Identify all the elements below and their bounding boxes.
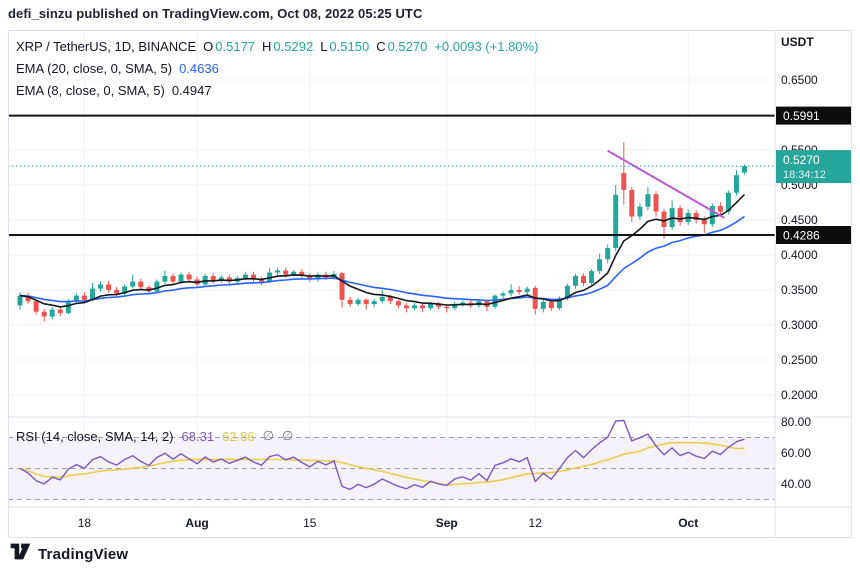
rsi-axis-label: 40.00 (781, 477, 811, 491)
time-axis-label: 12 (529, 516, 543, 530)
ema20-line (19, 215, 745, 303)
price-axis-label: 0.4000 (781, 248, 818, 262)
low-label: L (320, 38, 328, 54)
close-value: 0.5270 (387, 38, 428, 54)
symbol-legend: XRP / TetherUS, 1D, BINANCE O 0.5177 H 0.5… (16, 35, 538, 101)
open-value: 0.5177 (215, 38, 256, 54)
svg-text:18:34:12: 18:34:12 (783, 169, 826, 181)
svg-text:0.5991: 0.5991 (783, 109, 820, 123)
ema20-row[interactable]: EMA (20, close, 0, SMA, 5) 0.4636 (16, 57, 538, 79)
ema20-value: 0.4636 (179, 60, 219, 76)
descending-trendline (607, 149, 725, 219)
price-axis-label: 0.2000 (781, 388, 818, 402)
rsi-ma-line (19, 441, 745, 486)
tradingview-brand-text: TradingView (38, 545, 129, 563)
rsi-axis-label: 60.00 (781, 446, 811, 460)
rsi-lower-band-na: ∅ (281, 428, 294, 443)
time-axis-label: 18 (78, 516, 92, 530)
price-axis-label: 0.3000 (781, 318, 818, 332)
close-label: C (376, 38, 386, 54)
time-axis-label: 15 (303, 516, 317, 530)
footer-brand[interactable]: TradingView (10, 543, 128, 565)
price-axis-label: 0.3500 (781, 283, 818, 297)
time-axis-label: Oct (678, 516, 698, 530)
high-label: H (262, 38, 272, 54)
time-axis-label: Sep (436, 516, 458, 530)
attribution-text: defi_sinzu published on TradingView.com,… (8, 6, 423, 21)
price-axis-label: 0.2500 (781, 353, 818, 367)
axis-currency-label: USDT (781, 35, 814, 49)
rsi-value: 68.31 (181, 428, 215, 444)
rsi-axis-label: 80.00 (781, 415, 811, 429)
svg-text:0.4286: 0.4286 (783, 229, 820, 243)
rsi-label: RSI (14, close, SMA, 14, 2) (16, 428, 174, 444)
symbol-title: XRP / TetherUS, 1D, BINANCE (16, 38, 197, 54)
change-value: +0.0093 (+1.80%) (434, 38, 539, 54)
current-price-badge: 0.5270 18:34:12 (776, 150, 852, 184)
low-value: 0.5150 (329, 38, 370, 54)
price-axis-label: 0.4500 (781, 213, 818, 227)
ema8-row[interactable]: EMA (8, close, 0, SMA, 5) 0.4947 (16, 79, 538, 101)
rsi-upper-band-na: ∅ (262, 428, 274, 443)
ema20-label: EMA (20, close, 0, SMA, 5) (16, 60, 173, 76)
open-label: O (203, 38, 214, 54)
level-price-badge: 0.5991 (776, 106, 852, 125)
time-axis-label: Aug (185, 516, 208, 530)
symbol-row[interactable]: XRP / TetherUS, 1D, BINANCE O 0.5177 H 0.5… (16, 35, 538, 57)
rsi-ma-value: 62.86 (222, 428, 255, 444)
rsi-legend-row[interactable]: RSI (14, close, SMA, 14, 2) 68.31 62.86 … (16, 428, 293, 444)
ema8-value: 0.4947 (171, 82, 212, 98)
ema8-line (19, 193, 746, 308)
ema8-label: EMA (8, close, 0, SMA, 5) (16, 82, 165, 98)
high-value: 0.5292 (273, 38, 314, 54)
rsi-line (19, 419, 745, 491)
level-price-badge: 0.4286 (776, 226, 852, 244)
price-axis-label: 0.6500 (781, 73, 818, 87)
tradingview-logo-icon (10, 543, 31, 565)
svg-text:0.5270: 0.5270 (783, 153, 820, 167)
